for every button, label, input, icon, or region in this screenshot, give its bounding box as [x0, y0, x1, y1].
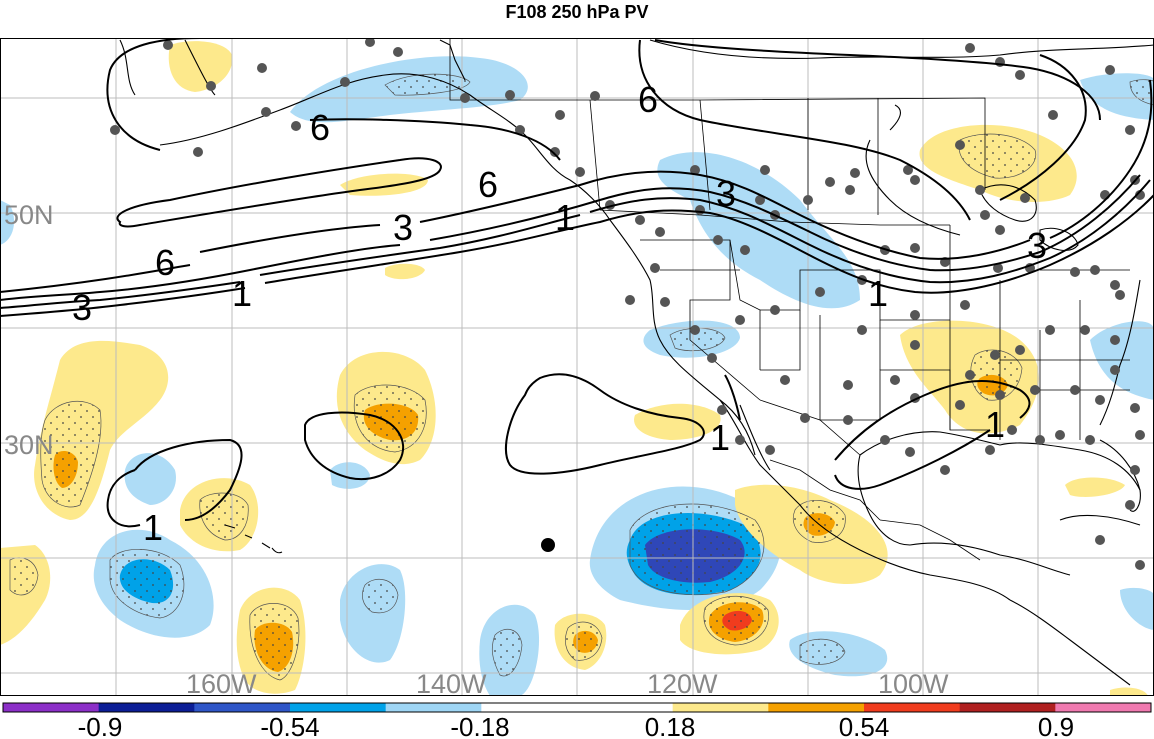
significance-stippling	[9, 73, 1154, 681]
colorbar-segment	[864, 703, 961, 712]
colorbar-label-neg-0.18: -0.18	[450, 712, 509, 739]
lon-label-120w: 120W	[647, 669, 718, 699]
colorbar-label-pos-0.9: 0.9	[1038, 712, 1074, 739]
contour-label-3-far-east: 3	[1027, 225, 1047, 266]
lon-label-140w: 140W	[416, 669, 487, 699]
contour-label-1-east: 1	[868, 273, 888, 314]
colorbar-segment	[768, 703, 865, 712]
contour-label-6-west: 6	[155, 242, 175, 283]
contour-label-3-mid: 3	[393, 207, 413, 248]
colorbar-segment	[577, 703, 674, 712]
lon-label-100w: 100W	[878, 669, 949, 699]
lat-label-30n: 30N	[4, 430, 54, 460]
colorbar-segment	[959, 703, 1056, 712]
lon-label-160w: 160W	[186, 669, 257, 699]
contour-label-6-alaska: 6	[310, 107, 330, 148]
colorbar-segment	[1055, 703, 1152, 712]
contour-label-6-gulf: 6	[478, 164, 498, 205]
contour-label-1-hawaii: 1	[143, 507, 163, 548]
colorbar	[3, 703, 1152, 712]
contour-label-6-north: 6	[638, 79, 658, 120]
contour-label-1-baja: 1	[710, 417, 730, 458]
colorbar-frame	[2, 702, 1152, 713]
colorbar-segment	[98, 703, 195, 712]
highlight-dot	[541, 538, 555, 552]
contour-label-1-mid: 1	[555, 197, 575, 238]
political-borders	[449, 38, 1130, 561]
colorbar-label-neg-0.9: -0.9	[78, 712, 123, 739]
map-title: F108 250 hPa PV	[505, 2, 649, 22]
contour-labels: 6 6 6 6 3 3 3 3 1 1 1 1 1 1	[72, 79, 1047, 548]
colorbar-segment	[290, 703, 387, 712]
colorbar-segment	[3, 703, 100, 712]
graticule	[0, 38, 1154, 696]
colorbar-label-pos-0.18: 0.18	[645, 712, 696, 739]
coastlines	[119, 39, 1154, 686]
pv-contours	[0, 38, 1154, 528]
contour-label-1-west: 1	[232, 273, 252, 314]
colorbar-segment	[481, 703, 578, 712]
contour-label-3-west: 3	[72, 287, 92, 328]
colorbar-label-pos-0.54: 0.54	[839, 712, 890, 739]
contour-label-1-gulf: 1	[985, 404, 1005, 445]
contour-label-3-east: 3	[716, 173, 736, 214]
colorbar-segment	[385, 703, 482, 712]
lat-label-50n: 50N	[4, 200, 54, 230]
colorbar-label-neg-0.54: -0.54	[260, 712, 319, 739]
colorbar-segment	[194, 703, 291, 712]
station-dots	[110, 38, 1145, 570]
colorbar-segment	[672, 703, 769, 712]
